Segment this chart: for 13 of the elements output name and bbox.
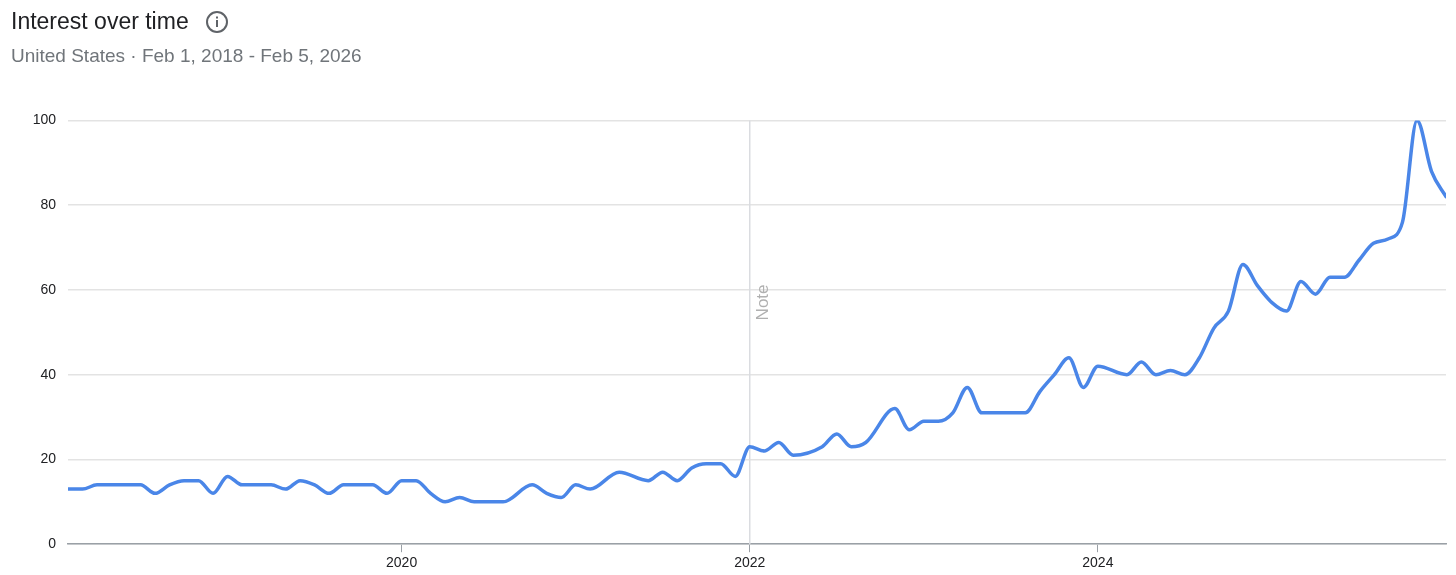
y-tick-label: 40	[40, 365, 57, 382]
line-series	[68, 120, 1446, 504]
ref-line-label: Note	[753, 284, 773, 321]
y-tick-label: 60	[40, 280, 57, 297]
x-tick-label: 2024	[1082, 554, 1114, 571]
chart-title: Interest over time	[11, 8, 189, 35]
chart-subtitle: United States · Feb 1, 2018 - Feb 5, 2026	[11, 45, 362, 67]
y-tick-label: 80	[40, 196, 57, 213]
y-tick-label: 0	[48, 535, 57, 552]
y-tick-label: 20	[40, 450, 57, 467]
x-tick-label: 2020	[386, 554, 418, 571]
x-tick-label: 2022	[734, 554, 766, 571]
y-tick-label: 100	[32, 111, 57, 128]
